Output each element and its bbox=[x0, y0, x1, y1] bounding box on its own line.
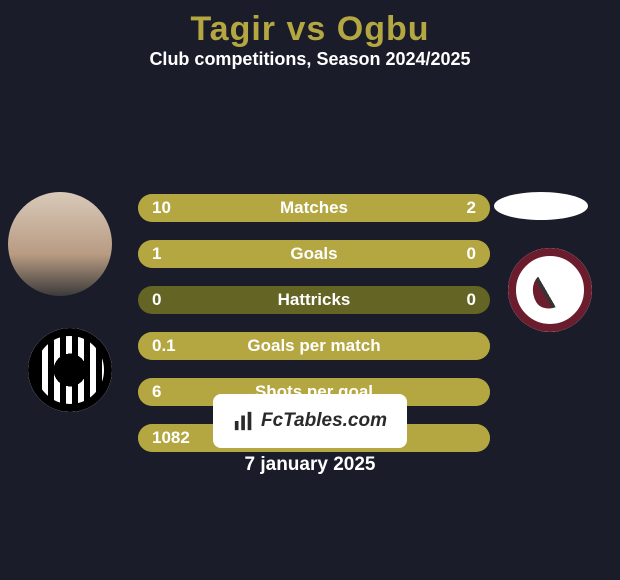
club-badge-icon bbox=[508, 248, 592, 332]
player-right-name: Ogbu bbox=[337, 10, 430, 48]
date-text: 7 january 2025 bbox=[0, 454, 620, 476]
stat-label: Matches bbox=[138, 198, 490, 218]
stat-row: Matches10 2 bbox=[138, 194, 490, 222]
club-badge-icon bbox=[28, 328, 112, 412]
stat-left-value: 0 bbox=[152, 290, 161, 310]
comparison-title: Tagir vs Ogbu bbox=[0, 0, 620, 49]
stat-right-value: 2 bbox=[467, 198, 476, 218]
stat-row: Goals per match0.1 bbox=[138, 332, 490, 360]
stat-left-value: 1082 bbox=[152, 428, 190, 448]
stat-row: Goals1 0 bbox=[138, 240, 490, 268]
stat-label: Goals bbox=[138, 244, 490, 264]
stat-left-value: 10 bbox=[152, 198, 171, 218]
player-right-avatar bbox=[494, 192, 588, 220]
bars-chart-icon bbox=[233, 410, 255, 432]
attribution-text: FcTables.com bbox=[261, 410, 387, 432]
subtitle: Club competitions, Season 2024/2025 bbox=[0, 49, 620, 70]
stat-label: Goals per match bbox=[138, 336, 490, 356]
vs-separator: vs bbox=[287, 10, 327, 48]
avatar-face-icon bbox=[8, 192, 112, 296]
stat-label: Hattricks bbox=[138, 290, 490, 310]
player-left-avatar bbox=[8, 192, 112, 296]
stat-right-value: 0 bbox=[467, 290, 476, 310]
attribution-box[interactable]: FcTables.com bbox=[213, 394, 407, 448]
stat-right-value: 0 bbox=[467, 244, 476, 264]
club-left-badge bbox=[28, 328, 112, 412]
stat-left-value: 6 bbox=[152, 382, 161, 402]
player-left-name: Tagir bbox=[190, 10, 276, 48]
stat-left-value: 0.1 bbox=[152, 336, 176, 356]
stat-left-value: 1 bbox=[152, 244, 161, 264]
club-right-badge bbox=[508, 248, 592, 332]
stat-row: Hattricks0 0 bbox=[138, 286, 490, 314]
